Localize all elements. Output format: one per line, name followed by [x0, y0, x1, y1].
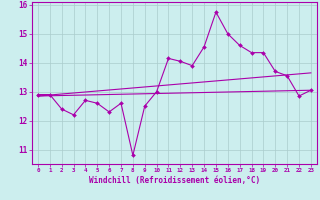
X-axis label: Windchill (Refroidissement éolien,°C): Windchill (Refroidissement éolien,°C): [89, 176, 260, 185]
